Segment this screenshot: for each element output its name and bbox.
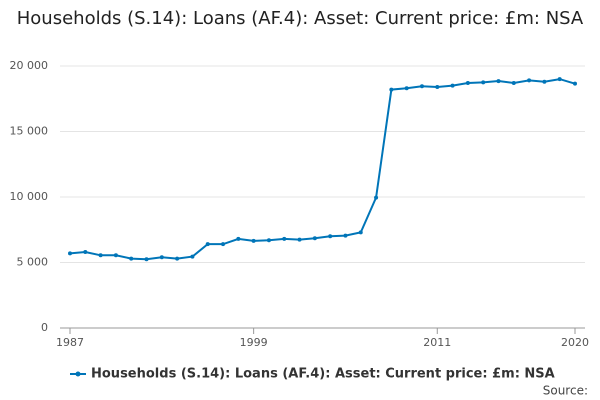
y-tick-label: 20 000 [10,59,49,72]
point [312,236,317,241]
point [435,84,440,89]
point [175,256,180,261]
x-tick-label: 1999 [240,336,268,349]
point [159,255,164,260]
y-tick-label: 0 [41,321,48,334]
x-tick-label: 2020 [561,336,589,349]
legend-marker [75,371,81,377]
point [328,234,333,239]
point [98,253,103,258]
point [129,256,134,261]
point [450,83,455,88]
x-tick-label: 2011 [423,336,451,349]
point [419,84,424,89]
point [113,253,118,258]
point [542,79,547,84]
point [282,236,287,241]
point [343,233,348,238]
point [481,80,486,85]
point [144,257,149,262]
chart-title: Households (S.14): Loans (AF.4): Asset: … [16,8,584,29]
point [374,195,379,200]
point [465,81,470,86]
x-tick-label: 1987 [56,336,84,349]
point [511,81,516,86]
point [557,77,562,82]
point [83,250,88,255]
y-tick-label: 15 000 [10,125,49,138]
line-series [69,78,576,261]
point [236,236,241,241]
point [205,242,210,247]
source: Source: [543,384,588,398]
point [358,230,363,235]
y-tick-label: 10 000 [10,190,49,203]
point [496,79,501,84]
point [389,87,394,92]
point [573,81,577,86]
legend-label: Households (S.14): Loans (AF.4): Asset: … [91,367,555,382]
point [266,238,271,243]
point [68,251,72,256]
y-tick-label: 5 000 [17,256,49,269]
point [190,254,195,259]
point [297,237,302,242]
point [404,86,409,91]
point [221,242,226,247]
point [527,78,532,83]
point [251,238,256,243]
